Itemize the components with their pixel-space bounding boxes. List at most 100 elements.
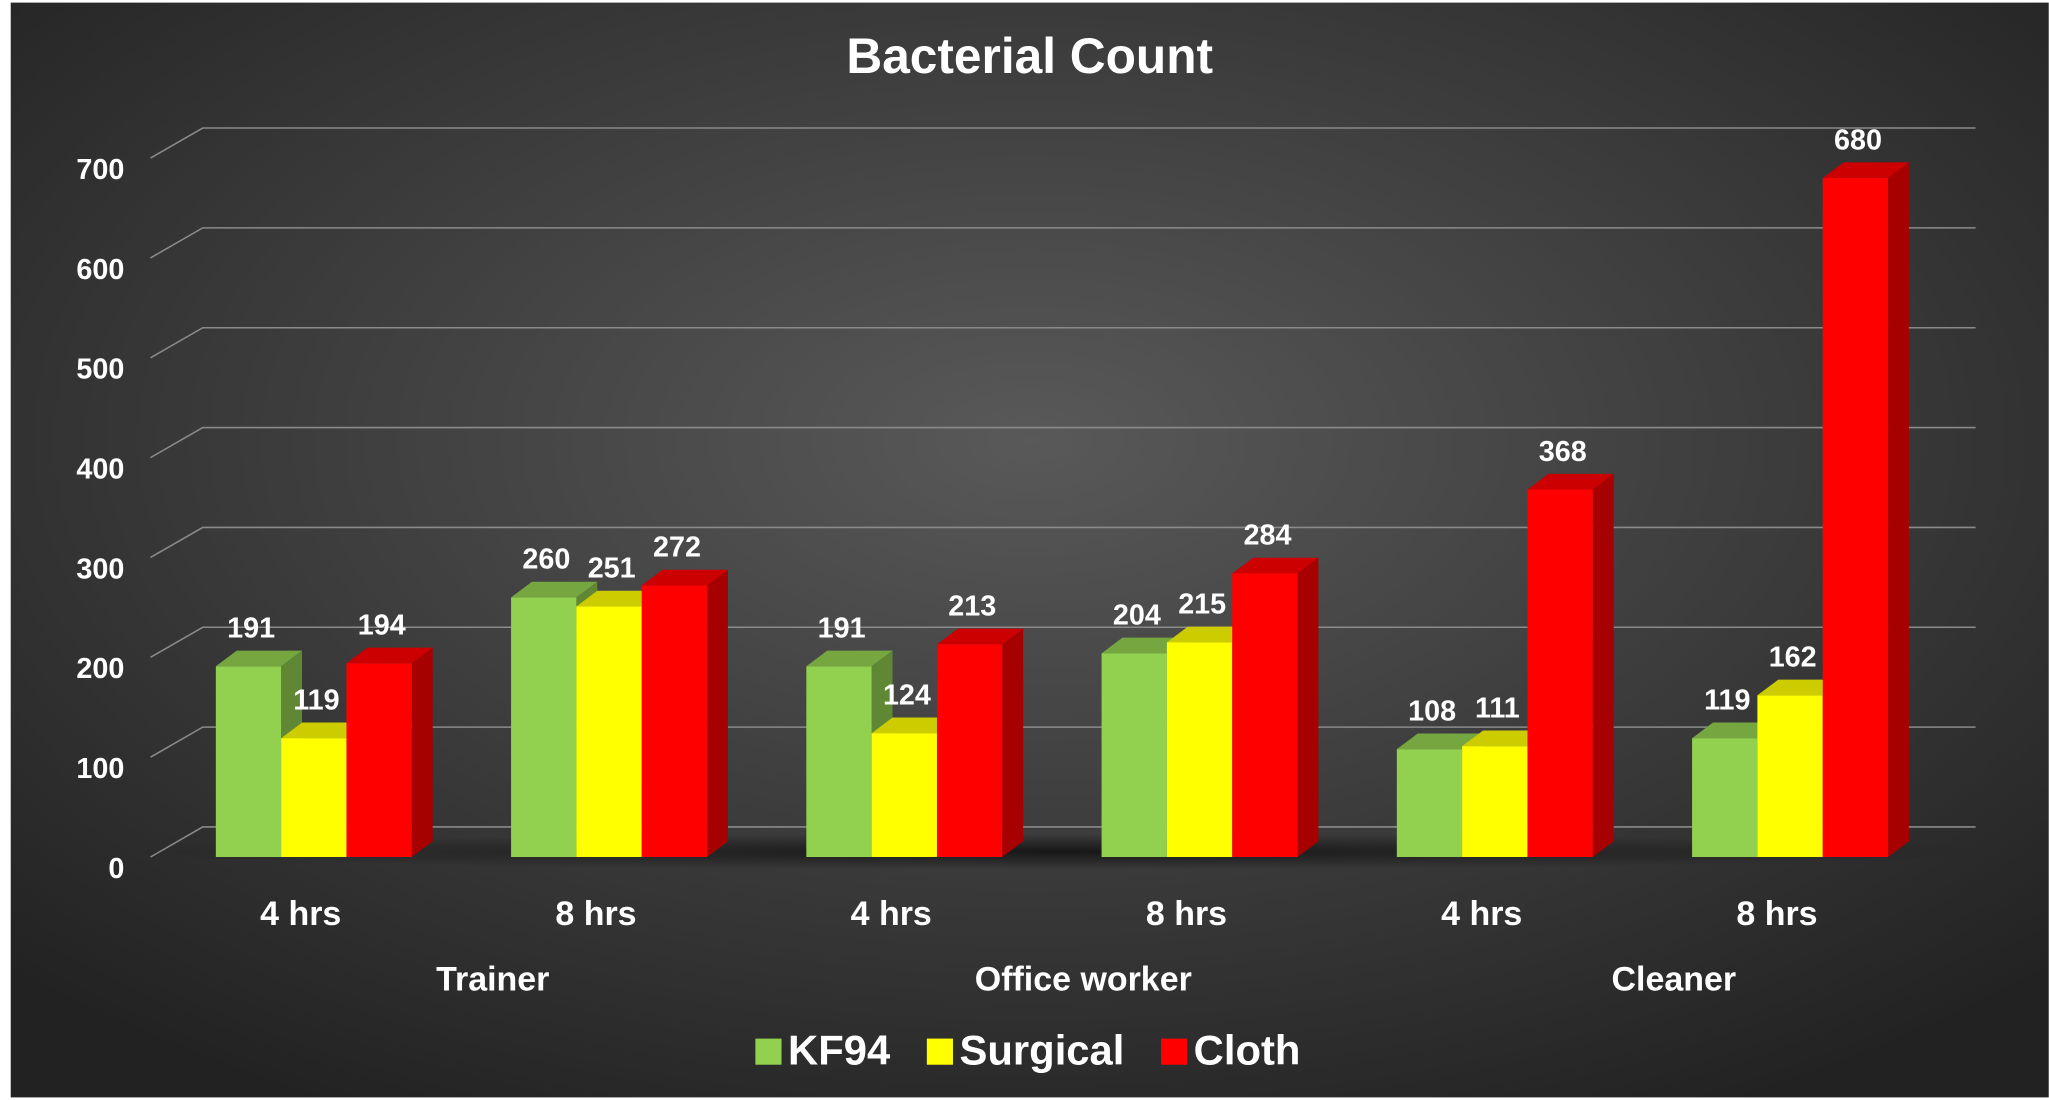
bar-top xyxy=(1166,626,1254,643)
bar-front xyxy=(871,733,937,858)
data-label: 162 xyxy=(1769,642,1817,674)
grid-line xyxy=(150,526,1976,559)
bar-front xyxy=(806,666,872,858)
data-label: 213 xyxy=(948,591,996,623)
grid-line xyxy=(150,626,1976,658)
x-tick-label: 4 hrs xyxy=(1441,895,1522,933)
bar-top xyxy=(1232,557,1319,574)
data-label: 119 xyxy=(293,684,339,716)
bar-side xyxy=(707,569,728,858)
data-label: 111 xyxy=(1475,692,1520,724)
bar-top xyxy=(1757,679,1844,696)
group-label: Office worker xyxy=(975,960,1192,998)
bar-front xyxy=(576,606,642,858)
bar-front xyxy=(936,644,1003,858)
bar-top xyxy=(936,628,1024,645)
bar-top xyxy=(1822,162,1909,179)
bar-front xyxy=(215,666,282,858)
bar-top xyxy=(281,722,368,739)
bar-front xyxy=(346,663,412,858)
bar xyxy=(1822,162,1909,858)
bar-side xyxy=(1297,557,1319,858)
bar-side xyxy=(1888,162,1909,858)
bar-front xyxy=(641,585,708,858)
bar xyxy=(641,569,728,858)
bar-top xyxy=(806,650,893,667)
bar xyxy=(346,647,433,858)
y-tick-label: 0 xyxy=(108,853,124,885)
legend-label: Cloth xyxy=(1194,1027,1301,1074)
bar xyxy=(511,581,598,858)
bar-top xyxy=(215,650,303,667)
bar-front xyxy=(511,597,577,858)
group-label: Trainer xyxy=(436,960,549,998)
bar xyxy=(936,628,1024,858)
data-label: 251 xyxy=(588,553,636,585)
legend-label: KF94 xyxy=(788,1027,891,1074)
y-tick-label: 300 xyxy=(76,553,124,585)
bar-front xyxy=(1822,178,1889,858)
y-tick-label: 700 xyxy=(76,154,124,186)
data-label: 680 xyxy=(1834,124,1882,156)
legend: KF94 Surgical Cloth xyxy=(755,1027,1300,1074)
group-label: Cleaner xyxy=(1612,960,1737,998)
legend-label: Surgical xyxy=(959,1027,1124,1074)
bar-front xyxy=(1692,738,1758,858)
y-tick-label: 400 xyxy=(76,454,124,486)
bar-front xyxy=(1166,642,1233,858)
x-tick-label: 4 hrs xyxy=(260,895,341,933)
bar-top xyxy=(1396,733,1484,750)
legend-swatch xyxy=(926,1038,953,1065)
grid-line xyxy=(150,426,1976,459)
bar-top xyxy=(1462,730,1549,747)
data-label: 108 xyxy=(1408,695,1456,727)
bar-front xyxy=(1757,695,1823,858)
y-tick-label: 100 xyxy=(76,753,124,785)
bar-front xyxy=(1527,489,1593,858)
bar-side xyxy=(1592,473,1614,858)
y-tick-label: 500 xyxy=(76,354,124,386)
chart-area xyxy=(10,2,2049,1098)
bar-front xyxy=(281,738,347,858)
y-tick-label: 200 xyxy=(76,653,124,685)
x-tick-label: 8 hrs xyxy=(555,895,636,933)
bar-top xyxy=(576,590,663,607)
bar xyxy=(1527,473,1614,858)
bar-top xyxy=(511,581,598,598)
bar xyxy=(1232,557,1319,858)
data-label: 272 xyxy=(653,532,701,564)
data-label: 119 xyxy=(1704,684,1750,716)
bar-top xyxy=(1101,637,1188,654)
bar-top xyxy=(871,717,958,734)
grid-line xyxy=(150,326,1976,359)
bar-top xyxy=(1527,473,1614,490)
data-label: 194 xyxy=(358,610,406,642)
bar-side xyxy=(411,647,433,858)
bar-front xyxy=(1462,746,1528,858)
grid-line xyxy=(150,726,1976,758)
data-label: 191 xyxy=(818,613,866,645)
bar-top xyxy=(641,569,728,586)
bar-front xyxy=(1396,749,1463,858)
data-label: 204 xyxy=(1113,600,1161,632)
bar-side xyxy=(1002,628,1024,858)
data-label: 260 xyxy=(522,544,570,576)
data-label: 191 xyxy=(227,613,275,645)
x-tick-label: 8 hrs xyxy=(1736,895,1817,933)
data-label: 124 xyxy=(883,679,931,711)
data-label: 215 xyxy=(1178,589,1226,621)
bar-top xyxy=(346,647,433,664)
legend-swatch xyxy=(755,1038,782,1065)
data-label: 284 xyxy=(1244,520,1292,552)
x-tick-label: 8 hrs xyxy=(1146,895,1227,933)
grid-line xyxy=(150,227,1976,259)
chart-title: Bacterial Count xyxy=(846,28,1213,84)
bar-front xyxy=(1232,573,1298,858)
bar-front xyxy=(1101,653,1167,858)
legend-swatch xyxy=(1161,1038,1188,1065)
grid-line xyxy=(150,127,1976,159)
bar-top xyxy=(1692,722,1779,739)
x-tick-label: 4 hrs xyxy=(851,895,932,933)
y-tick-label: 600 xyxy=(76,254,124,286)
